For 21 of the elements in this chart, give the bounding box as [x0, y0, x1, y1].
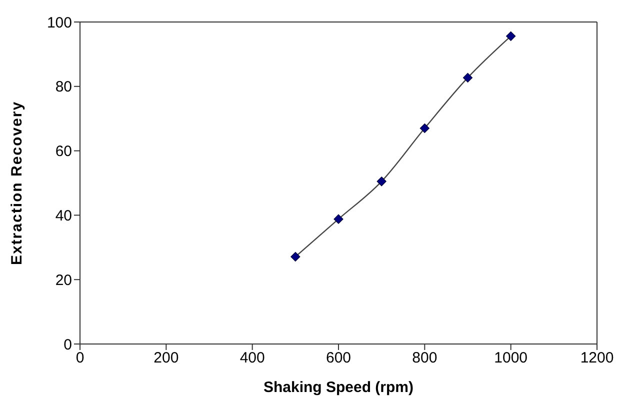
point — [420, 123, 430, 134]
x-tick-label: 1000 — [494, 350, 528, 367]
y-tick-label: 0 — [64, 336, 72, 354]
x-tick-label: 0 — [76, 350, 84, 367]
x-tick-label: 600 — [326, 350, 352, 367]
point — [290, 252, 300, 262]
point — [506, 31, 516, 41]
y-tick-label: 20 — [55, 272, 72, 289]
point — [462, 72, 473, 83]
x-axis-title: Shaking Speed (rpm) — [263, 379, 414, 396]
y-axis-title: Extraction Recovery — [8, 100, 26, 266]
y-tick-label: 80 — [55, 78, 72, 96]
y-tick-label: 60 — [55, 143, 72, 160]
point — [376, 176, 386, 186]
y-tick-label: 40 — [55, 208, 72, 225]
x-tick-label: 400 — [240, 350, 265, 367]
x-tick-label: 200 — [154, 350, 179, 367]
y-tick-label: 100 — [46, 14, 72, 32]
point — [334, 214, 344, 224]
x-tick-label: 1200 — [580, 350, 614, 367]
x-tick-label: 800 — [412, 350, 438, 367]
